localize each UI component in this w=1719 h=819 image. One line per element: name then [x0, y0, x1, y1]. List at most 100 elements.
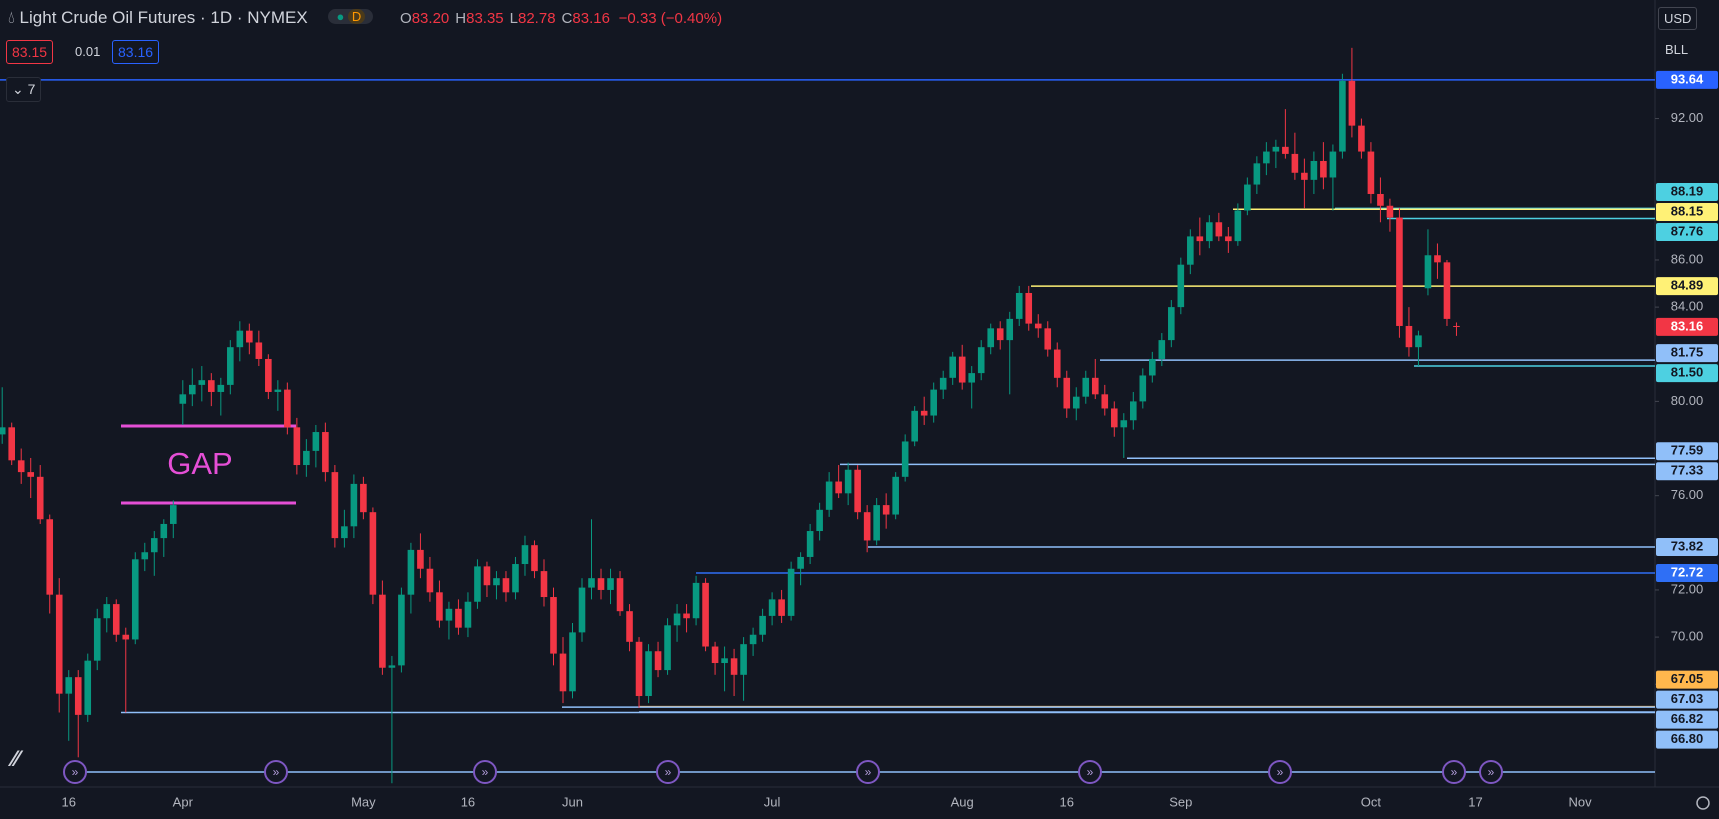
- candle-body: [398, 594, 405, 666]
- candle-body: [901, 441, 909, 477]
- candle-body: [920, 410, 928, 416]
- level-label: 81.50: [1671, 365, 1704, 380]
- candle-body: [65, 677, 73, 694]
- level-label: 72.72: [1671, 564, 1704, 579]
- event-icon: »: [482, 765, 489, 779]
- symbol-title[interactable]: Light Crude Oil Futures · 1D · NYMEX: [19, 8, 308, 27]
- x-tick-label: 16: [1060, 794, 1074, 809]
- candle-body: [360, 483, 367, 513]
- x-tick-label: Apr: [173, 794, 194, 809]
- candle-body: [1310, 160, 1318, 180]
- candle-body: [322, 432, 329, 473]
- legend-key: C: [561, 10, 573, 27]
- level-label: 77.33: [1671, 463, 1704, 478]
- candle-body: [131, 559, 139, 640]
- candle-body: [1206, 222, 1213, 242]
- candle-body: [1158, 340, 1166, 359]
- candle-body: [93, 618, 101, 661]
- level-label-bg: [1656, 710, 1718, 729]
- candle-body: [987, 328, 995, 348]
- candle-body: [1263, 151, 1270, 164]
- candle-body: [36, 476, 44, 520]
- candle-body: [825, 481, 833, 510]
- event-marker[interactable]: [656, 760, 680, 784]
- ask-price[interactable]: 83.16: [112, 40, 160, 64]
- candle-body: [1301, 172, 1308, 180]
- candle-body: [711, 646, 719, 664]
- y-tick-label: 92.00: [1671, 110, 1704, 125]
- unit[interactable]: BLL: [1665, 42, 1689, 57]
- candle-body: [588, 578, 595, 588]
- candle-body: [103, 604, 111, 619]
- event-marker[interactable]: [1078, 760, 1102, 784]
- candle-body: [854, 469, 861, 513]
- candle-body: [150, 538, 158, 553]
- bid-price[interactable]: 83.15: [6, 40, 54, 64]
- level-label-bg: [1656, 223, 1718, 242]
- candle-body: [749, 634, 757, 645]
- candle-body: [1034, 323, 1042, 329]
- candle-body: [873, 505, 880, 541]
- candle-body: [768, 599, 776, 616]
- ohlc-legend: O83.20 H83.35 L82.78 C83.16: [394, 10, 610, 27]
- candle-body: [607, 578, 614, 590]
- level-label: 66.80: [1671, 731, 1704, 746]
- candle-body: [1244, 184, 1251, 211]
- candle-body: [217, 384, 225, 392]
- event-marker[interactable]: [1479, 760, 1503, 784]
- level-label: 87.76: [1671, 223, 1704, 238]
- x-tick-label: 17: [1468, 794, 1482, 809]
- legend-value: 83.35: [466, 10, 504, 27]
- event-markers: » » » » » » » » »: [63, 760, 1503, 784]
- level-label-bg: [1656, 538, 1718, 557]
- candle-body: [911, 410, 918, 442]
- candle-body: [189, 384, 196, 395]
- candle-body: [0, 427, 6, 435]
- x-tick-label: Sep: [1169, 794, 1192, 809]
- candle-body: [863, 512, 871, 541]
- candle-body: [930, 389, 937, 416]
- event-icon: »: [1277, 765, 1284, 779]
- candle-body: [968, 373, 976, 383]
- currency[interactable]: USD: [1658, 7, 1698, 30]
- event-marker[interactable]: [1442, 760, 1466, 784]
- y-tick-label: 86.00: [1671, 251, 1704, 266]
- level-label-bg: [1656, 277, 1718, 296]
- y-tick-label: 80.00: [1671, 393, 1704, 408]
- event-marker[interactable]: [856, 760, 880, 784]
- candle-body: [1291, 153, 1299, 173]
- level-label: 77.59: [1671, 443, 1704, 458]
- candle-body: [512, 564, 519, 593]
- legend-value: 83.16: [572, 10, 610, 27]
- indicators-toggle[interactable]: ⌄ 7: [6, 77, 42, 102]
- candle-body: [1253, 163, 1261, 185]
- candle-body: [274, 389, 282, 392]
- level-label: 67.03: [1671, 691, 1704, 706]
- x-tick-label: May: [351, 794, 376, 809]
- x-tick-label: 16: [62, 794, 76, 809]
- candle-body: [521, 545, 529, 565]
- candle-body: [892, 476, 899, 515]
- candle-body: [578, 587, 586, 633]
- event-marker[interactable]: [63, 760, 87, 784]
- candle-body: [778, 599, 785, 616]
- status-badge[interactable]: ● D: [328, 9, 374, 24]
- candle-body: [1339, 80, 1346, 152]
- candle-body: [673, 613, 681, 626]
- event-marker[interactable]: [473, 760, 497, 784]
- candle-body: [977, 347, 985, 374]
- event-marker[interactable]: [264, 760, 288, 784]
- candle-body: [692, 582, 700, 619]
- event-marker[interactable]: [1268, 760, 1292, 784]
- x-tick-label: Jul: [764, 794, 781, 809]
- logo: ⁄⁄: [7, 746, 24, 771]
- candle-body: [84, 660, 92, 715]
- candle-body: [179, 394, 187, 404]
- candle-body: [1377, 193, 1384, 206]
- level-label-bg: [1656, 670, 1718, 689]
- settings-icon[interactable]: [1696, 796, 1710, 810]
- candle-body: [436, 592, 443, 621]
- event-icon: »: [1087, 765, 1094, 779]
- candle-body: [141, 552, 149, 560]
- y-tick-label: 76.00: [1671, 487, 1704, 502]
